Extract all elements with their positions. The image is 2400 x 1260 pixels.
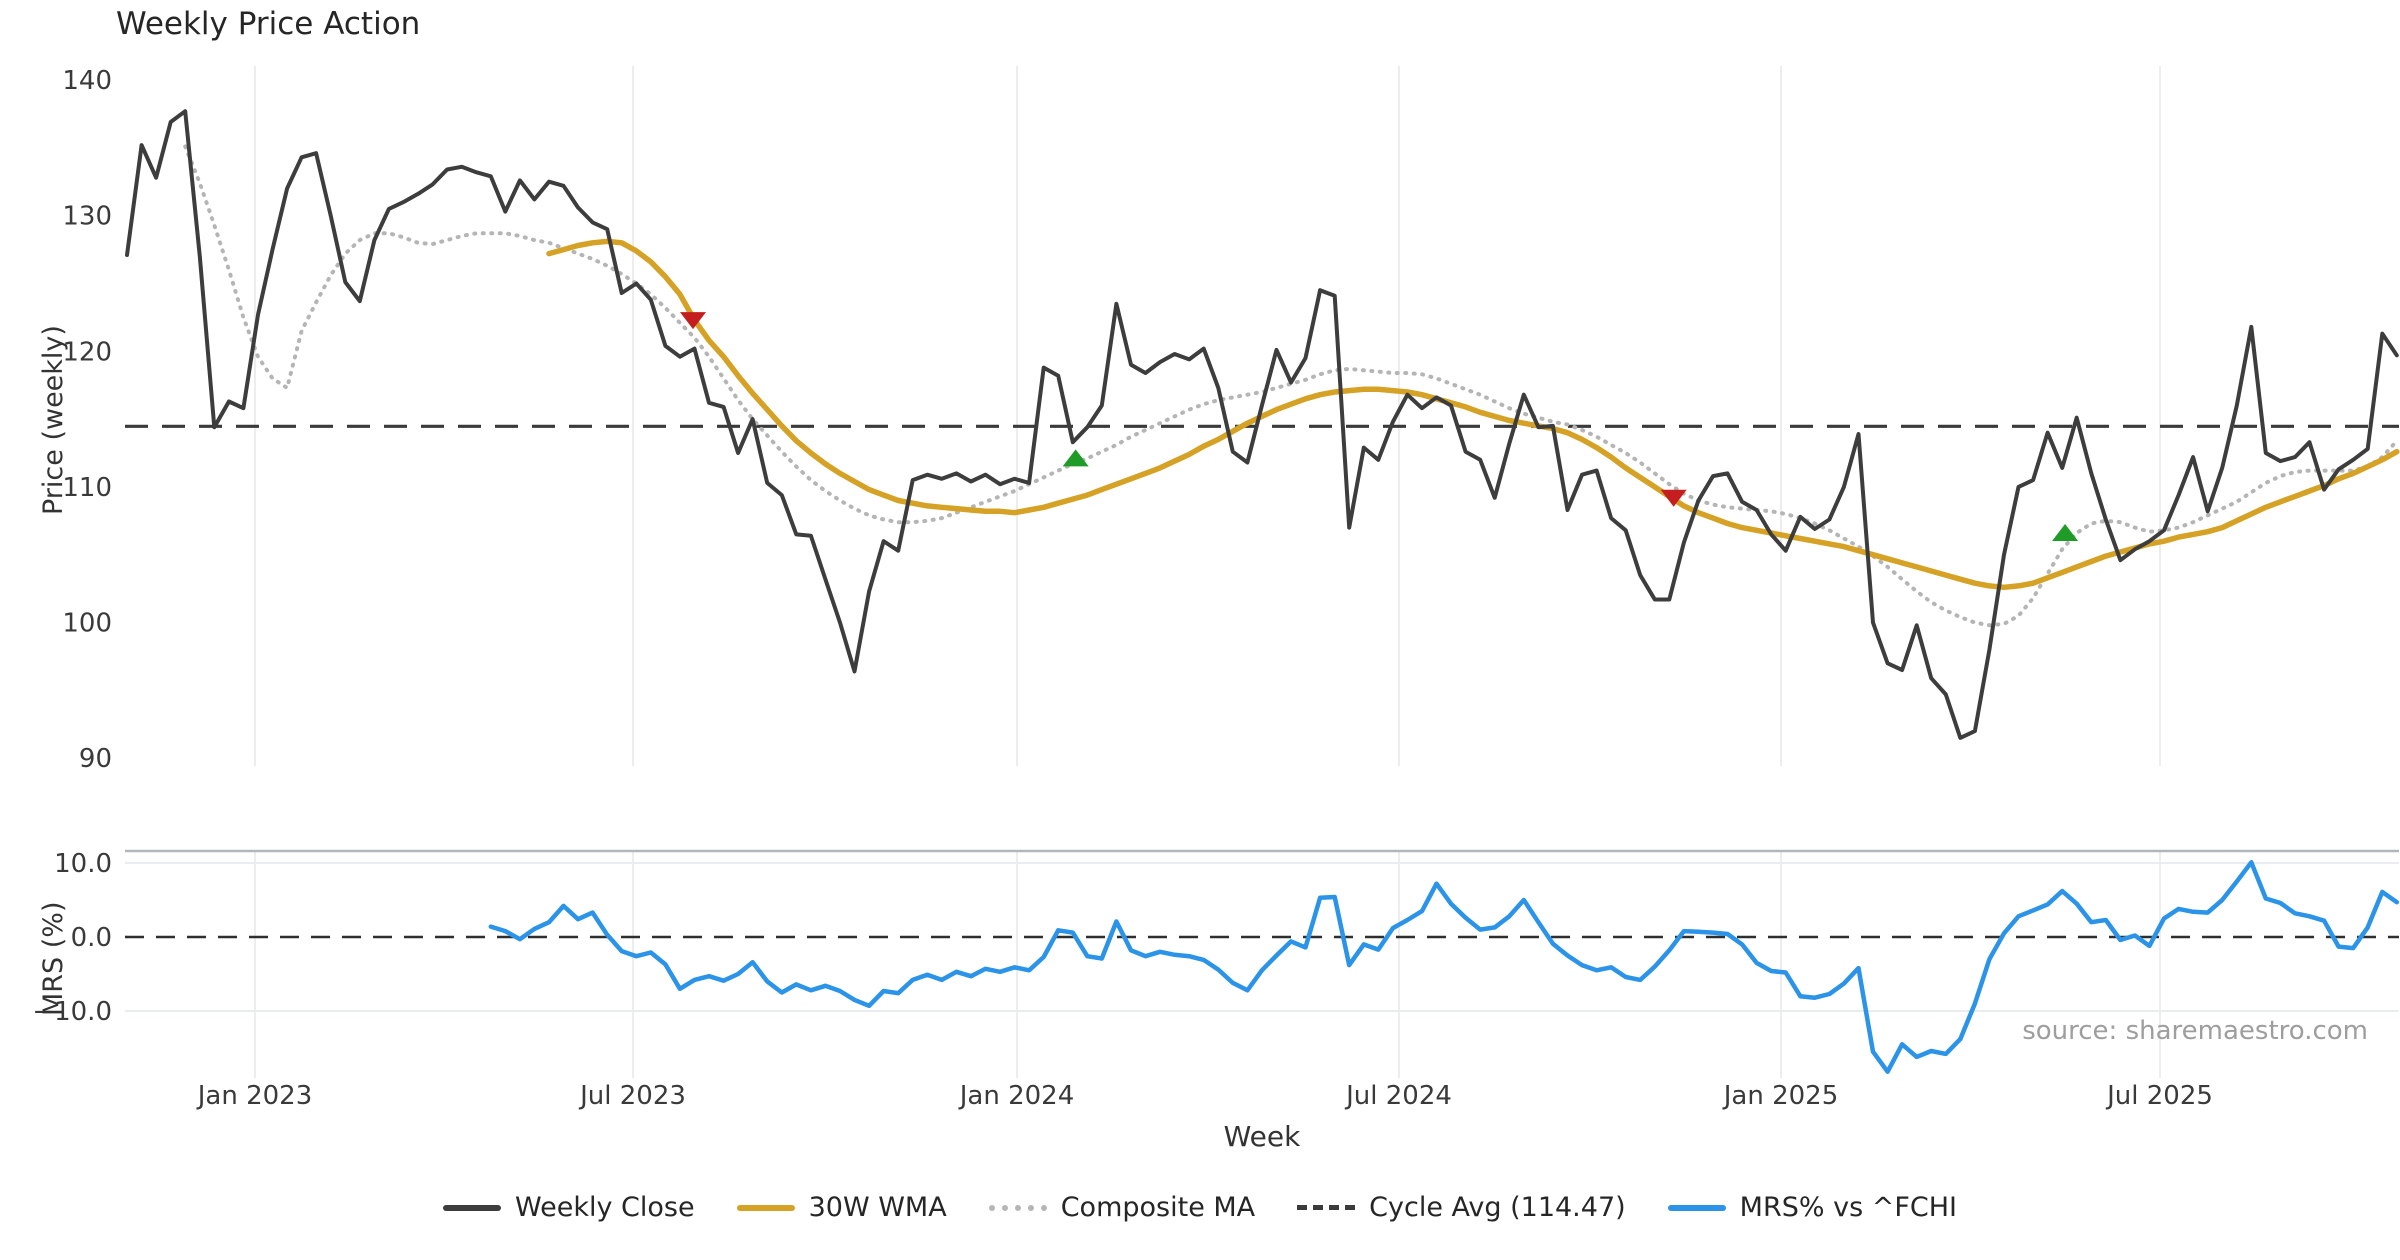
legend-label: 30W WMA [808, 1192, 947, 1223]
y-tick-label: 130 [62, 202, 112, 232]
x-tick-label: Jan 2023 [196, 1081, 313, 1111]
legend-label: Cycle Avg (114.47) [1369, 1192, 1626, 1223]
composite-swatch-icon [988, 1204, 1047, 1211]
mrs-swatch-icon [1667, 1204, 1726, 1211]
x-tick-label: Jul 2023 [578, 1081, 686, 1111]
buy-signal-marker-icon [1062, 449, 1089, 467]
legend-item-mrs: MRS% vs ^FCHI [1667, 1192, 1957, 1223]
legend-item-weekly-close: Weekly Close [443, 1192, 695, 1223]
mrs-axis-label: MRS (%) [38, 901, 69, 1016]
y-tick-label: −10.0 [32, 997, 112, 1027]
buy-signal-marker-icon [2052, 524, 2079, 542]
legend: Weekly Close 30W WMA Composite MA Cycle … [0, 1192, 2400, 1223]
legend-label: MRS% vs ^FCHI [1739, 1192, 1957, 1223]
cycle-avg-swatch-icon [1297, 1205, 1356, 1210]
x-tick-label: Jul 2024 [1344, 1081, 1452, 1111]
legend-label: Composite MA [1060, 1192, 1256, 1223]
legend-item-cycle-avg: Cycle Avg (114.47) [1297, 1192, 1626, 1223]
mrs-line [488, 860, 2400, 1074]
weekly-close-line [125, 109, 2399, 740]
x-tick-label: Jan 2024 [958, 1081, 1075, 1111]
y-tick-label: 0.0 [71, 923, 112, 953]
y-tick-label: 100 [62, 609, 112, 639]
y-tick-label: 110 [62, 473, 112, 503]
price-axis-label: Price (weekly) [38, 325, 69, 515]
x-tick-label: Jul 2025 [2105, 1081, 2213, 1111]
sell-signal-marker-icon [1660, 489, 1687, 507]
sell-signal-marker-icon [679, 312, 706, 330]
wma-swatch-icon [736, 1204, 795, 1211]
legend-label: Weekly Close [515, 1192, 695, 1223]
chart-title: Weekly Price Action [116, 6, 421, 42]
wma30-line [546, 238, 2400, 591]
composite-ma-line [183, 144, 2399, 628]
y-tick-label: 120 [62, 337, 112, 367]
weekly-close-swatch-icon [443, 1204, 501, 1211]
source-credit: source: sharemaestro.com [2022, 1016, 2368, 1046]
y-tick-label: 10.0 [54, 849, 112, 879]
y-tick-label: 90 [79, 744, 112, 774]
legend-item-30w-wma: 30W WMA [736, 1192, 947, 1223]
y-tick-label: 140 [62, 66, 112, 96]
x-tick-label: Jan 2025 [1722, 1081, 1839, 1111]
x-axis-label: Week [1223, 1120, 1301, 1153]
legend-item-composite-ma: Composite MA [988, 1192, 1256, 1223]
